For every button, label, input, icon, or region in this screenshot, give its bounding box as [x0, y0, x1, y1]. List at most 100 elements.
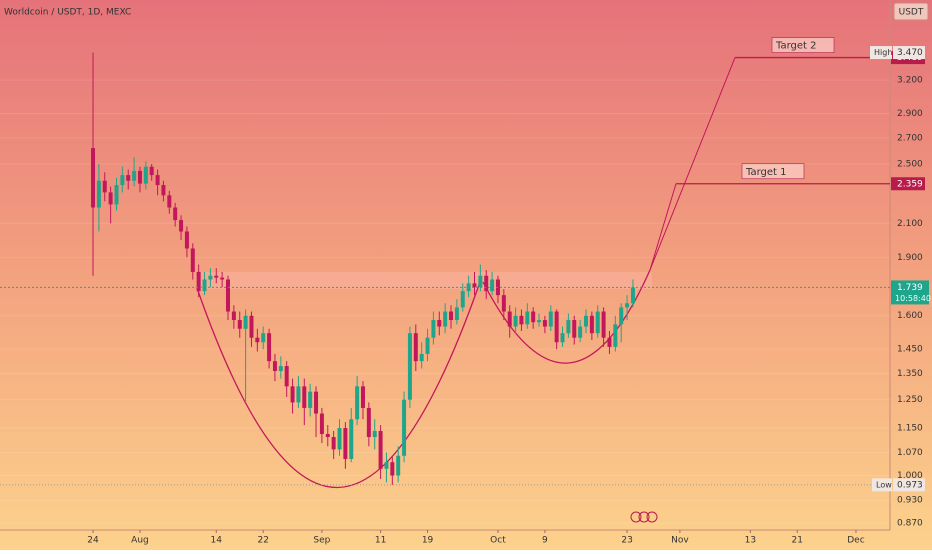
- high-label-box: [870, 46, 892, 60]
- low-label-box: [872, 478, 892, 492]
- countdown: 10:58:40: [895, 294, 931, 303]
- candle-body: [384, 462, 389, 469]
- x-tick-label: 24: [87, 536, 99, 546]
- candle-body: [625, 303, 630, 308]
- candle-body: [548, 311, 553, 327]
- candle-body: [460, 291, 465, 308]
- y-tick-label: 1.600: [897, 311, 923, 321]
- candle-body: [595, 311, 600, 334]
- y-tick-label: 1.150: [897, 424, 923, 434]
- low-price-box: [893, 478, 925, 492]
- candle-body: [120, 175, 125, 186]
- chart-title: Worldcoin / USDT, 1D, MEXC: [4, 8, 131, 18]
- logo: [630, 511, 658, 523]
- candle-body: [566, 320, 571, 334]
- x-tick-label: 13: [745, 536, 756, 546]
- candle-body: [343, 428, 348, 459]
- candle-body: [132, 170, 137, 181]
- x-tick-label: 19: [422, 536, 434, 546]
- candle-body: [525, 311, 530, 325]
- candle-body: [554, 311, 559, 343]
- candle-body: [355, 386, 360, 420]
- candle-body: [208, 275, 213, 280]
- candle-body: [202, 279, 207, 292]
- x-tick-label: Oct: [490, 536, 506, 546]
- high-label: High: [874, 48, 892, 57]
- candle-body: [402, 399, 407, 456]
- candle-body: [237, 320, 242, 329]
- candle-body: [449, 311, 454, 321]
- candle-body: [308, 391, 313, 408]
- candle-body: [578, 326, 583, 338]
- y-tick-label: 1.350: [897, 369, 923, 379]
- candle-body: [490, 279, 495, 292]
- candle-body: [601, 311, 606, 338]
- candle-body: [419, 353, 424, 362]
- y-tick-label: 1.450: [897, 345, 923, 355]
- currency-box[interactable]: [893, 2, 929, 21]
- candle-body: [284, 366, 289, 387]
- y-tick-label: 3.200: [897, 76, 923, 86]
- candle-body: [425, 337, 430, 354]
- candle-body: [572, 320, 577, 338]
- low-label: Low: [876, 480, 892, 489]
- candle-body: [126, 175, 131, 181]
- candle-body: [478, 275, 483, 288]
- candle-body: [214, 275, 219, 278]
- candle-body: [560, 333, 565, 343]
- low-price: 0.973: [897, 480, 923, 490]
- candle-body: [507, 311, 512, 327]
- candle-body: [302, 386, 307, 408]
- candle-body: [319, 413, 324, 434]
- candle-body: [143, 166, 148, 184]
- candle-body: [443, 311, 448, 327]
- x-tick-label: 21: [792, 536, 803, 546]
- candle-body: [619, 307, 624, 325]
- handle-curve: [482, 269, 651, 364]
- candle-body: [390, 462, 395, 476]
- candle-body: [542, 320, 547, 327]
- candle-body: [613, 324, 618, 347]
- y-tick-label: 2.700: [897, 133, 923, 143]
- candle-body: [314, 391, 319, 414]
- candle-body: [196, 271, 201, 292]
- candle-body: [454, 307, 459, 321]
- candle-body: [630, 287, 635, 304]
- candle-body: [325, 433, 330, 438]
- y-tick-label: 1.000: [897, 471, 923, 481]
- candle-body: [190, 248, 195, 272]
- target-price-box: [891, 177, 925, 191]
- candle-body: [278, 366, 283, 372]
- candle-body: [249, 315, 254, 338]
- candle-body: [161, 185, 166, 196]
- y-tick-label: 0.930: [897, 496, 923, 506]
- candle-body: [337, 428, 342, 450]
- candle-body: [155, 175, 160, 186]
- currency: USDT: [899, 8, 924, 18]
- candle-body: [261, 333, 266, 343]
- x-tick-label: 9: [542, 536, 548, 546]
- resistance-zone: [198, 272, 652, 289]
- candle-body: [437, 320, 442, 327]
- candle-body: [396, 455, 401, 476]
- candle-body: [513, 315, 518, 327]
- candle-body: [407, 333, 412, 400]
- candle-body: [366, 407, 371, 438]
- x-tick-label: Nov: [671, 536, 689, 546]
- candle-body: [583, 315, 588, 327]
- candle-body: [114, 185, 119, 205]
- candle-body: [108, 192, 113, 205]
- y-tick-label: 1.250: [897, 395, 923, 405]
- candle-body: [102, 180, 107, 193]
- candle-body: [137, 170, 142, 184]
- candle-body: [96, 180, 101, 208]
- projection: [649, 183, 677, 271]
- candle-body: [255, 337, 260, 343]
- y-tick-label: 2.900: [897, 109, 923, 119]
- candle-body: [296, 386, 301, 403]
- candle-body: [431, 320, 436, 338]
- candle-body: [372, 430, 377, 438]
- target-label: Target 2: [775, 41, 816, 52]
- candle-body: [349, 419, 354, 459]
